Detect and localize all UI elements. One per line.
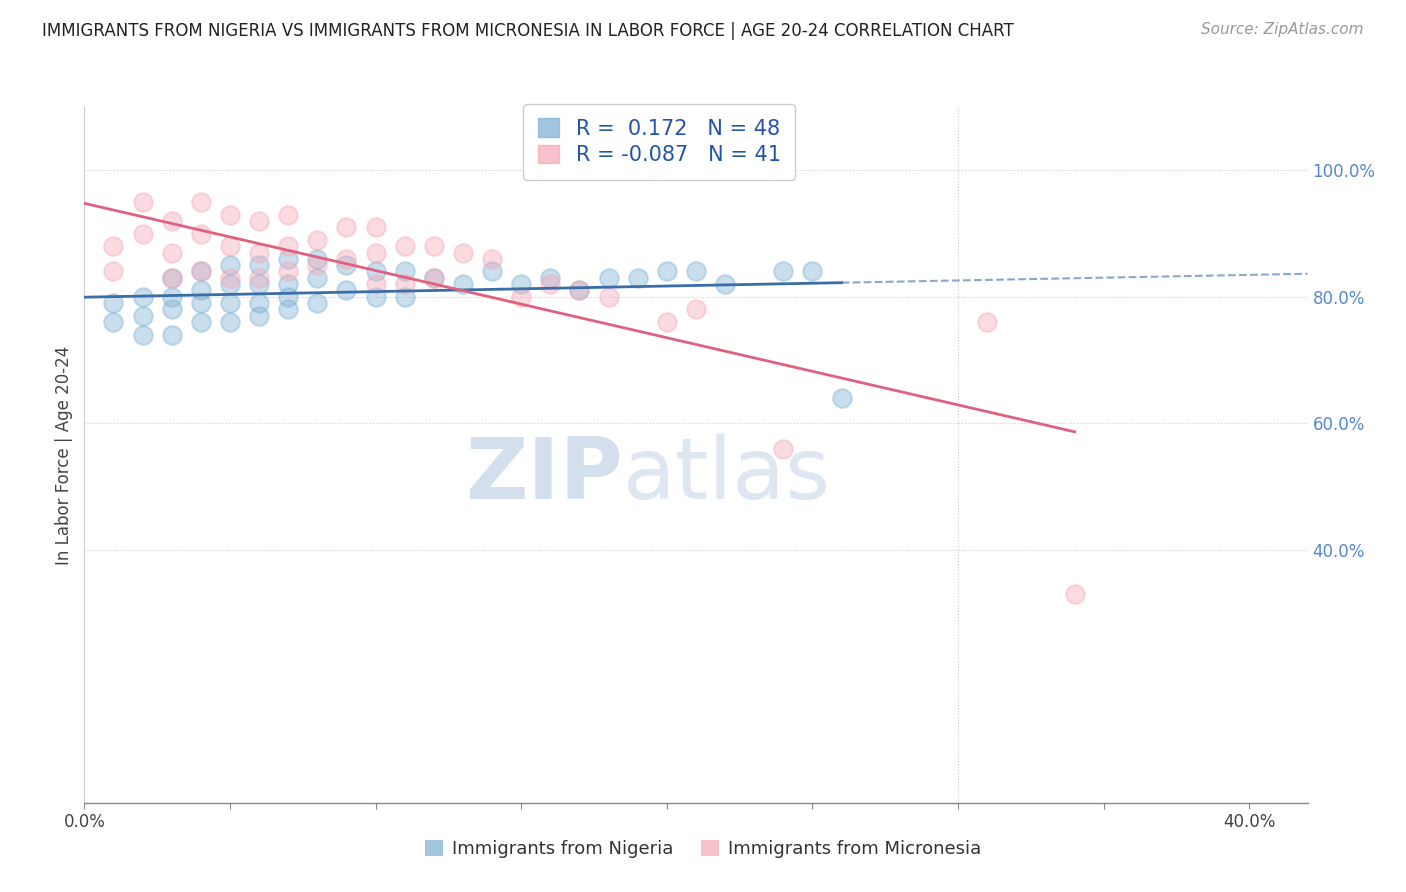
Point bbox=[335, 252, 357, 266]
Point bbox=[247, 296, 270, 310]
Legend: Immigrants from Nigeria, Immigrants from Micronesia: Immigrants from Nigeria, Immigrants from… bbox=[418, 832, 988, 865]
Point bbox=[307, 252, 329, 266]
Point bbox=[451, 277, 474, 292]
Point bbox=[685, 264, 707, 278]
Point bbox=[277, 208, 299, 222]
Point bbox=[131, 327, 153, 342]
Point bbox=[451, 245, 474, 260]
Point bbox=[394, 239, 416, 253]
Point bbox=[772, 264, 794, 278]
Point bbox=[307, 296, 329, 310]
Point bbox=[219, 277, 242, 292]
Point bbox=[247, 270, 270, 285]
Point bbox=[568, 284, 591, 298]
Point bbox=[103, 264, 125, 278]
Point bbox=[190, 227, 212, 241]
Point bbox=[190, 194, 212, 209]
Point bbox=[160, 327, 183, 342]
Point bbox=[335, 258, 357, 272]
Point bbox=[801, 264, 824, 278]
Point bbox=[219, 270, 242, 285]
Point bbox=[423, 239, 446, 253]
Point bbox=[1063, 587, 1085, 601]
Point bbox=[364, 277, 387, 292]
Text: Source: ZipAtlas.com: Source: ZipAtlas.com bbox=[1201, 22, 1364, 37]
Point bbox=[160, 302, 183, 317]
Point bbox=[277, 302, 299, 317]
Point bbox=[364, 264, 387, 278]
Point bbox=[568, 284, 591, 298]
Point bbox=[160, 214, 183, 228]
Point bbox=[190, 284, 212, 298]
Text: ZIP: ZIP bbox=[465, 434, 623, 517]
Point bbox=[131, 309, 153, 323]
Point bbox=[190, 296, 212, 310]
Point bbox=[831, 391, 853, 405]
Point bbox=[307, 270, 329, 285]
Point bbox=[277, 290, 299, 304]
Point bbox=[103, 296, 125, 310]
Text: IMMIGRANTS FROM NIGERIA VS IMMIGRANTS FROM MICRONESIA IN LABOR FORCE | AGE 20-24: IMMIGRANTS FROM NIGERIA VS IMMIGRANTS FR… bbox=[42, 22, 1014, 40]
Point bbox=[277, 252, 299, 266]
Point bbox=[247, 245, 270, 260]
Point bbox=[627, 270, 650, 285]
Point bbox=[160, 270, 183, 285]
Point bbox=[423, 270, 446, 285]
Point bbox=[190, 264, 212, 278]
Point bbox=[510, 277, 533, 292]
Point bbox=[277, 239, 299, 253]
Point bbox=[131, 290, 153, 304]
Point bbox=[247, 309, 270, 323]
Point bbox=[277, 264, 299, 278]
Point bbox=[160, 290, 183, 304]
Y-axis label: In Labor Force | Age 20-24: In Labor Force | Age 20-24 bbox=[55, 345, 73, 565]
Point bbox=[219, 296, 242, 310]
Point bbox=[364, 220, 387, 235]
Point bbox=[219, 258, 242, 272]
Point bbox=[714, 277, 737, 292]
Point bbox=[481, 264, 503, 278]
Point bbox=[538, 270, 561, 285]
Point bbox=[160, 270, 183, 285]
Point bbox=[277, 277, 299, 292]
Point bbox=[131, 227, 153, 241]
Point bbox=[423, 270, 446, 285]
Point bbox=[103, 239, 125, 253]
Point bbox=[190, 315, 212, 329]
Point bbox=[976, 315, 998, 329]
Point bbox=[655, 315, 678, 329]
Point bbox=[598, 270, 620, 285]
Point bbox=[364, 290, 387, 304]
Point bbox=[394, 264, 416, 278]
Point bbox=[772, 442, 794, 456]
Point bbox=[598, 290, 620, 304]
Point bbox=[307, 233, 329, 247]
Point bbox=[103, 315, 125, 329]
Point bbox=[219, 315, 242, 329]
Point bbox=[335, 220, 357, 235]
Point bbox=[307, 258, 329, 272]
Point bbox=[247, 258, 270, 272]
Point bbox=[655, 264, 678, 278]
Point bbox=[131, 194, 153, 209]
Point bbox=[247, 214, 270, 228]
Point bbox=[160, 245, 183, 260]
Point bbox=[481, 252, 503, 266]
Point bbox=[394, 290, 416, 304]
Point bbox=[394, 277, 416, 292]
Point bbox=[335, 284, 357, 298]
Text: atlas: atlas bbox=[623, 434, 831, 517]
Point bbox=[219, 239, 242, 253]
Legend: R =  0.172   N = 48, R = -0.087   N = 41: R = 0.172 N = 48, R = -0.087 N = 41 bbox=[523, 103, 796, 180]
Point bbox=[538, 277, 561, 292]
Point bbox=[685, 302, 707, 317]
Point bbox=[219, 208, 242, 222]
Point bbox=[364, 245, 387, 260]
Point bbox=[510, 290, 533, 304]
Point bbox=[247, 277, 270, 292]
Point bbox=[190, 264, 212, 278]
